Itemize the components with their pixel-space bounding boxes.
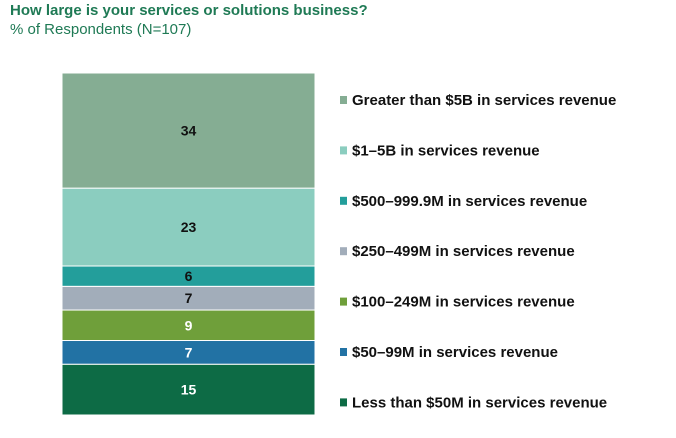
legend-swatch-4: [340, 196, 347, 205]
segment-value-label-4: 6: [185, 268, 193, 284]
segment-value-label-5: 23: [181, 219, 197, 235]
legend-swatch-2: [340, 297, 347, 306]
bar-segment-0: [61, 363, 316, 416]
legend-label-5: $1–5B in services revenue: [352, 142, 540, 159]
segment-value-label-1: 7: [185, 344, 193, 360]
legend-swatch-5: [340, 146, 347, 155]
legend-swatch-3: [340, 247, 347, 256]
segment-value-label-6: 34: [181, 123, 197, 139]
legend-label-2: $100–249M in services revenue: [352, 294, 575, 311]
chart-title: How large is your services or solutions …: [10, 2, 368, 19]
segment-value-label-3: 7: [185, 290, 193, 306]
segment-value-label-0: 15: [181, 382, 197, 398]
legend-label-3: $250–499M in services revenue: [352, 243, 575, 260]
legend-swatch-1: [340, 348, 347, 356]
legend-label-6: Greater than $5B in services revenue: [352, 92, 616, 109]
chart-subtitle: % of Respondents (N=107): [10, 21, 192, 38]
bar-segment-2: [61, 309, 316, 342]
bar-segment-5: [61, 187, 316, 267]
legend-label-4: $500–999.9M in services revenue: [352, 193, 587, 210]
legend-label-0: Less than $50M in services revenue: [352, 394, 607, 411]
legend-swatch-6: [340, 96, 347, 104]
legend-label-1: $50–99M in services revenue: [352, 344, 558, 361]
segment-value-label-2: 9: [185, 317, 193, 333]
legend-swatch-0: [340, 398, 347, 407]
bar-segment-6: [61, 72, 316, 189]
